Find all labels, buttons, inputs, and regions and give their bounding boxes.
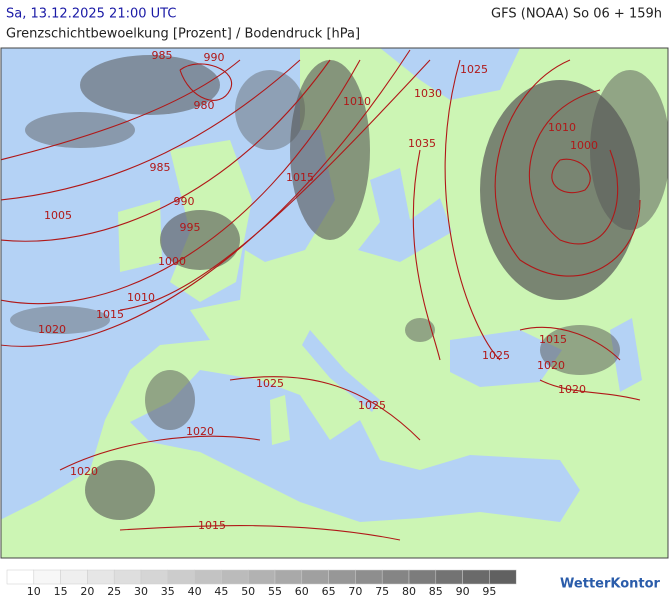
isobar-label: 1020 xyxy=(558,383,586,396)
isobar-label: 995 xyxy=(180,221,201,234)
isobar-label: 1025 xyxy=(358,399,386,412)
isobar-label: 1025 xyxy=(256,377,284,390)
legend-swatch xyxy=(140,569,169,585)
isobar-label: 1015 xyxy=(96,308,124,321)
isobar-label: 1005 xyxy=(44,209,72,222)
legend-label: 15 xyxy=(54,585,68,598)
legend-swatch xyxy=(87,569,115,585)
isobar-label: 1010 xyxy=(127,291,155,304)
legend-label: 55 xyxy=(268,585,282,598)
legend-swatch xyxy=(194,569,222,585)
legend-swatch xyxy=(6,569,35,585)
legend-swatch xyxy=(221,569,249,585)
legend-label: 60 xyxy=(295,585,309,598)
isobar-label: 1020 xyxy=(186,425,214,438)
isobar-label: 985 xyxy=(152,49,173,62)
logo: WetterKontor xyxy=(560,577,661,592)
isobar-label: 1025 xyxy=(482,349,510,362)
legend-swatch xyxy=(462,569,490,585)
legend-label: 80 xyxy=(402,585,416,598)
map: 985 990 980 1025 1010 1030 1010 1000 1035 985 1015… xyxy=(0,47,669,559)
legend-label: 50 xyxy=(241,585,255,598)
isobar-label: 1000 xyxy=(570,139,598,152)
legend-swatch xyxy=(33,569,61,585)
legend-swatch xyxy=(167,569,195,585)
legend-swatch xyxy=(60,569,88,585)
model-run: GFS (NOAA) So 06 + 159h xyxy=(491,7,662,22)
isobar-label: 1025 xyxy=(460,63,488,76)
isobar-label: 1035 xyxy=(408,137,436,150)
legend-label: 95 xyxy=(482,585,496,598)
datetime: Sa, 13.12.2025 21:00 UTC xyxy=(6,7,176,22)
legend-swatch xyxy=(328,569,356,585)
legend-label: 25 xyxy=(107,585,121,598)
legend-label: 30 xyxy=(134,585,148,598)
legend-label: 20 xyxy=(80,585,94,598)
isobar-label: 1015 xyxy=(539,333,567,346)
legend-label: 85 xyxy=(429,585,443,598)
legend-swatch xyxy=(274,569,303,585)
legend-label: 10 xyxy=(27,585,41,598)
map-title: Grenzschichtbewoelkung [Prozent] / Boden… xyxy=(6,27,360,42)
legend-swatch xyxy=(301,569,329,585)
legend-swatch xyxy=(408,569,437,585)
isobar-label: 1020 xyxy=(537,359,565,372)
isobar-label: 1010 xyxy=(548,121,576,134)
isobar-label: 980 xyxy=(194,99,215,112)
isobar-label: 1020 xyxy=(38,323,66,336)
legend-swatch xyxy=(489,569,517,585)
map-frame xyxy=(0,47,669,559)
isobar-label: 1015 xyxy=(198,519,226,532)
isobar-label: 1020 xyxy=(70,465,98,478)
legend-swatch xyxy=(113,569,142,585)
legend-label: 70 xyxy=(348,585,362,598)
isobar-label: 1000 xyxy=(158,255,186,268)
legend-swatch xyxy=(381,569,410,585)
legend-swatch xyxy=(247,569,276,585)
isobars xyxy=(1,49,641,541)
legend-label: 45 xyxy=(214,585,228,598)
isobar-label: 990 xyxy=(204,51,225,64)
isobar-label: 990 xyxy=(174,195,195,208)
isobar-label: 985 xyxy=(150,161,171,174)
legend-label: 40 xyxy=(188,585,202,598)
legend-swatch xyxy=(435,569,463,585)
isobar-label: 1015 xyxy=(286,171,314,184)
legend-swatch xyxy=(355,569,383,585)
legend: 10 15 20 25 30 35 40 45 50 55 60 65 70 75 80 85 90 95 xyxy=(6,569,517,598)
legend-label: 90 xyxy=(456,585,470,598)
isobar-label: 1030 xyxy=(414,87,442,100)
legend-label: 35 xyxy=(161,585,175,598)
legend-label: 75 xyxy=(375,585,389,598)
isobar-label: 1010 xyxy=(343,95,371,108)
legend-label: 65 xyxy=(322,585,336,598)
